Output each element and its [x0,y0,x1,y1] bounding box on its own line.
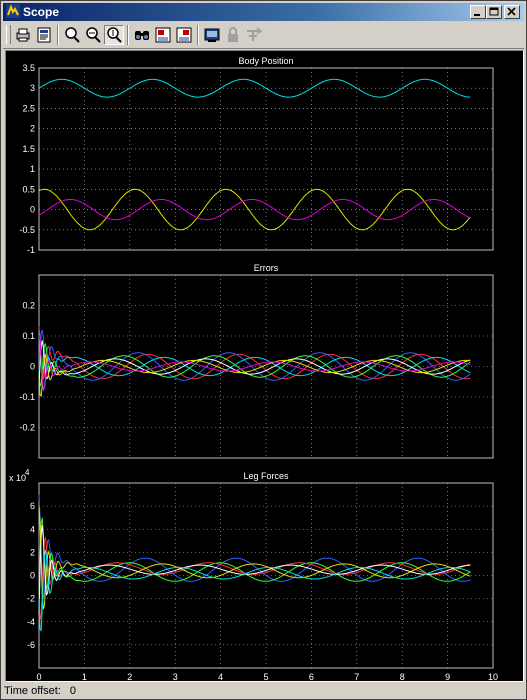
title-bar[interactable]: Scope [3,3,524,21]
y-tick-label: 6 [30,501,35,511]
series-line-6 [38,335,471,390]
simulink-icon [6,4,20,18]
maximize-button[interactable] [486,5,502,19]
restore-axes-button[interactable] [174,25,194,45]
y-tick-label: 2.5 [22,103,35,113]
save-axes-button[interactable] [153,25,173,45]
maximize-icon [489,7,499,16]
series-line-5 [38,353,471,398]
y-tick-label: 0.5 [22,184,35,194]
y-tick-label: -6 [27,640,35,650]
y-tick-label: -1 [27,245,35,255]
zoom-button[interactable] [62,25,82,45]
x-tick-label: 4 [218,672,223,681]
y-tick-label: 2 [30,124,35,134]
time-offset-value: 0 [69,685,77,697]
axes-title: Leg Forces [243,471,289,481]
signal-selection-button[interactable] [244,25,264,45]
series-line-1 [38,517,471,601]
y-tick-label: 0.1 [22,331,35,341]
series-line-1 [38,188,471,231]
floating-scope-icon [204,28,220,42]
x-tick-label: 0 [36,672,41,681]
y-tick-label: 0 [30,362,35,372]
autoscale-button[interactable] [132,25,152,45]
print-button[interactable] [13,25,33,45]
x-tick-label: 5 [263,672,268,681]
lock-axes-icon [228,27,238,42]
series-line-5 [38,549,471,632]
toolbar-separator [127,25,129,45]
parameters-icon [37,27,51,43]
restore-axes-icon [176,27,192,43]
y-tick-label: -0.5 [19,225,35,235]
toolbar-separator [197,25,199,45]
toolbar-separator [57,25,59,45]
y-tick-label: 0 [30,571,35,581]
y-tick-label: 2 [30,547,35,557]
zoom-y-icon [107,27,122,43]
axes-0[interactable]: Body Position 3.5 3 2.5 2 1.5 1 0.5 0 -0.5 -1 [19,56,494,255]
print-icon [16,28,30,42]
y-tick-label: 1 [30,164,35,174]
y-tick-label: -2 [27,594,35,604]
series-line-4 [38,340,471,387]
axes-title: Body Position [238,56,293,66]
floating-scope-button[interactable] [202,25,222,45]
series-line-3 [38,506,471,610]
y-tick-label: -0.2 [19,423,35,433]
axes-multiplier: x 10 [9,473,26,483]
parameters-button[interactable] [34,25,54,45]
window-title: Scope [23,5,60,19]
series-line-4 [38,525,471,615]
y-tick-label: 0 [30,205,35,215]
axes-frame [38,67,494,251]
lock-axes-button[interactable] [223,25,243,45]
x-tick-label: 7 [354,672,359,681]
status-bar: Time offset: 0 [4,685,76,697]
scope-plots[interactable]: Body Position 3.5 3 2.5 2 1.5 1 0.5 0 -0.5 -1 Error… [6,51,523,682]
zoom-x-icon [86,27,101,43]
series-line-3 [38,336,471,392]
minimize-icon [474,14,480,16]
zoom-y-button[interactable] [104,25,124,45]
series-line-0 [38,78,471,98]
zoom-icon [65,27,80,43]
axes-title: Errors [254,263,279,273]
x-tick-label: 10 [488,672,498,681]
series-line-0 [38,494,471,600]
y-tick-label: 1.5 [22,144,35,154]
y-tick-label: 4 [30,524,35,534]
x-tick-label: 8 [400,672,405,681]
axes-1[interactable]: Errors 0.2 0.1 0 -0.1 -0.2 [19,263,494,459]
x-tick-label: 3 [173,672,178,681]
y-tick-label: 3 [30,83,35,93]
toolbar-grip[interactable] [6,25,11,44]
minimize-button[interactable] [470,5,486,19]
toolbar [3,22,524,49]
x-tick-label: 9 [445,672,450,681]
x-tick-label: 1 [82,672,87,681]
y-tick-label: -4 [27,617,35,627]
time-offset-label: Time offset: [4,685,61,697]
x-tick-label: 6 [309,672,314,681]
series-line-2 [38,198,471,221]
zoom-x-button[interactable] [83,25,103,45]
axes-multiplier-exponent: 4 [25,468,30,477]
y-tick-label: 3.5 [22,63,35,73]
y-tick-label: -0.1 [19,392,35,402]
scope-plot-area: Body Position 3.5 3 2.5 2 1.5 1 0.5 0 -0.5 -1 Error… [5,50,524,682]
series-line-2 [38,537,471,620]
autoscale-icon [135,31,149,40]
series-line-2 [38,342,471,388]
close-button[interactable] [504,5,520,19]
close-icon [507,7,516,16]
x-tick-label: 2 [127,672,132,681]
save-axes-icon [155,27,171,43]
y-tick-label: 0.2 [22,301,35,311]
signal-selection-icon [247,27,263,41]
